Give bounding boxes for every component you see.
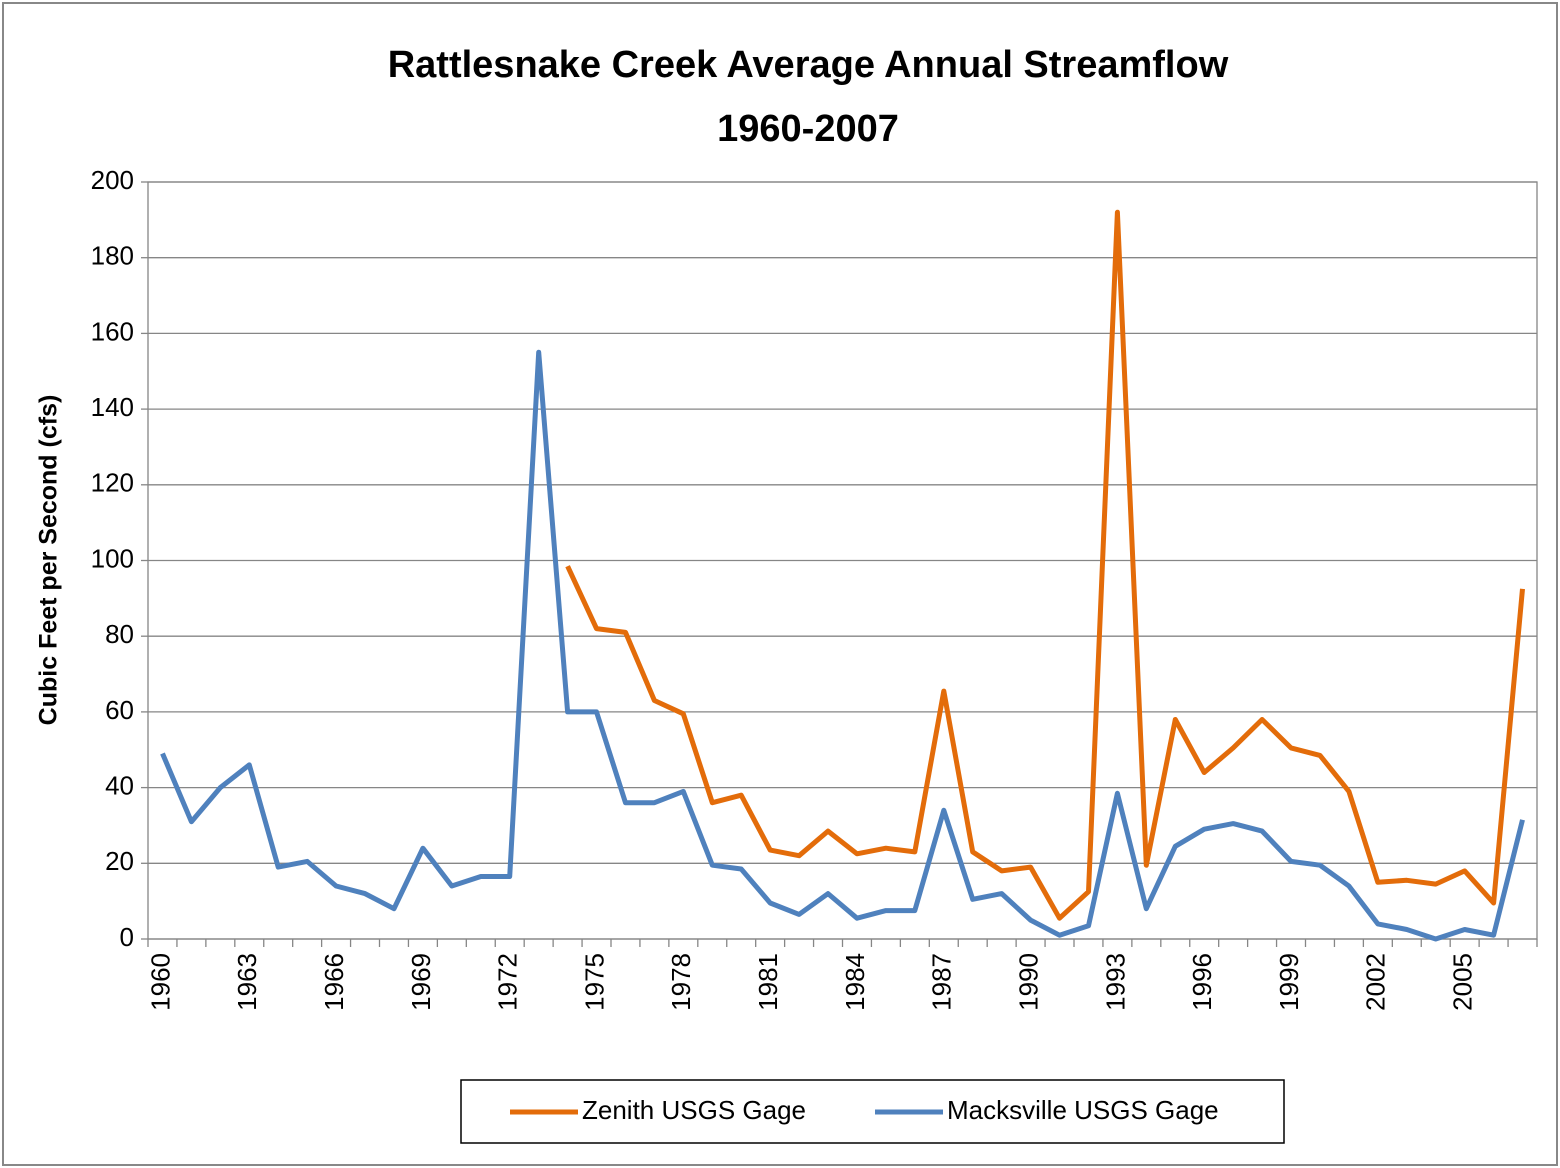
y-tick-label: 100	[91, 543, 134, 573]
x-tick-label: 1975	[579, 953, 609, 1011]
x-tick-label: 1969	[406, 953, 436, 1011]
y-tick-label: 120	[91, 468, 134, 498]
y-tick-label: 180	[91, 241, 134, 271]
chart-title: Rattlesnake Creek Average Annual Streamf…	[388, 44, 1229, 86]
y-axis-label: Cubic Feet per Second (cfs)	[35, 395, 63, 726]
y-tick-label: 200	[91, 165, 134, 195]
x-tick-label: 1972	[493, 953, 523, 1011]
x-tick-label: 1978	[666, 953, 696, 1011]
y-tick-label: 80	[105, 619, 134, 649]
x-tick-label: 1981	[753, 953, 783, 1011]
legend-label: Zenith USGS Gage	[582, 1095, 806, 1125]
x-tick-label: 1990	[1013, 953, 1043, 1011]
x-tick-label: 1960	[145, 953, 175, 1011]
x-tick-label: 2002	[1361, 953, 1391, 1011]
x-tick-label: 1999	[1274, 953, 1304, 1011]
y-tick-label: 20	[105, 846, 134, 876]
x-tick-label: 1984	[840, 953, 870, 1011]
legend-label: Macksville USGS Gage	[947, 1095, 1219, 1125]
data-line	[565, 209, 1525, 921]
data-line	[160, 349, 1525, 942]
x-tick-label: 1996	[1187, 953, 1217, 1011]
x-tick-label: 1993	[1100, 953, 1130, 1011]
y-tick-label: 40	[105, 770, 134, 800]
x-tick-label: 2005	[1448, 953, 1478, 1011]
x-tick-label: 1987	[927, 953, 957, 1011]
y-tick-label: 160	[91, 316, 134, 346]
legend-box	[460, 1079, 1285, 1144]
x-tick-label: 1963	[232, 953, 262, 1011]
y-tick-label: 0	[120, 922, 134, 952]
y-tick-label: 140	[91, 392, 134, 422]
chart-subtitle: 1960-2007	[717, 108, 899, 150]
x-tick-label: 1966	[319, 953, 349, 1011]
y-tick-label: 60	[105, 695, 134, 725]
